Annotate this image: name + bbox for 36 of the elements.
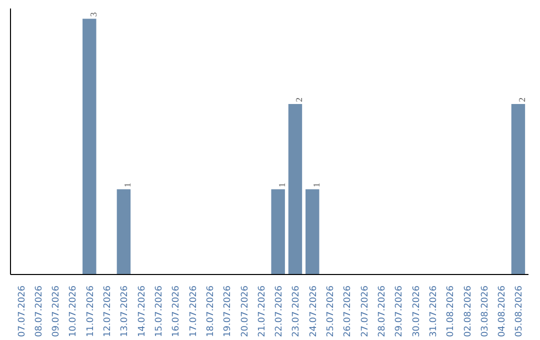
- x-tick-label: 01.08.2026: [446, 285, 456, 338]
- x-tick-label: 14.07.2026: [137, 285, 148, 338]
- x-tick-label: 20.07.2026: [240, 285, 250, 338]
- x-tick-label: 31.07.2026: [428, 285, 439, 338]
- data-label: 1: [311, 182, 322, 188]
- x-tick-label: 22.07.2026: [274, 285, 285, 338]
- x-tick-label: 03.08.2026: [480, 285, 490, 338]
- x-tick-label: 29.07.2026: [394, 285, 405, 338]
- x-tick-label: 18.07.2026: [206, 285, 216, 338]
- data-label: 2: [517, 97, 528, 102]
- x-tick-label: 24.07.2026: [308, 285, 319, 338]
- x-tick-label: 25.07.2026: [326, 285, 336, 338]
- x-tick-label: 17.07.2026: [188, 285, 199, 338]
- x-tick-label: 09.07.2026: [52, 285, 62, 338]
- x-tick-label: 04.08.2026: [498, 285, 508, 338]
- data-label: 1: [122, 182, 133, 188]
- x-tick-label: 23.07.2026: [292, 285, 302, 338]
- x-tick-label: 26.07.2026: [343, 285, 354, 338]
- data-label: 1: [277, 182, 288, 188]
- x-tick-label: 08.07.2026: [34, 285, 44, 338]
- x-tick-label: 05.08.2026: [514, 285, 525, 338]
- x-tick-label: 21.07.2026: [257, 285, 268, 338]
- x-tick-label: 12.07.2026: [103, 285, 114, 338]
- x-tick-label: 30.07.2026: [412, 285, 422, 338]
- data-label: 2: [294, 97, 304, 102]
- x-tick-label: 02.08.2026: [463, 285, 474, 338]
- data-label: 3: [88, 12, 98, 17]
- x-tick-label: 16.07.2026: [172, 285, 182, 338]
- x-tick-label: 27.07.2026: [360, 285, 370, 338]
- x-tick-label: 07.07.2026: [17, 285, 28, 338]
- x-tick-label: 13.07.2026: [120, 285, 130, 338]
- x-tick-label: 11.07.2026: [86, 285, 96, 338]
- x-tick-label: 28.07.2026: [377, 285, 388, 338]
- x-tick-label: 10.07.2026: [68, 285, 79, 338]
- x-tick-label: 15.07.2026: [154, 285, 165, 338]
- x-tick-label: 19.07.2026: [223, 285, 234, 338]
